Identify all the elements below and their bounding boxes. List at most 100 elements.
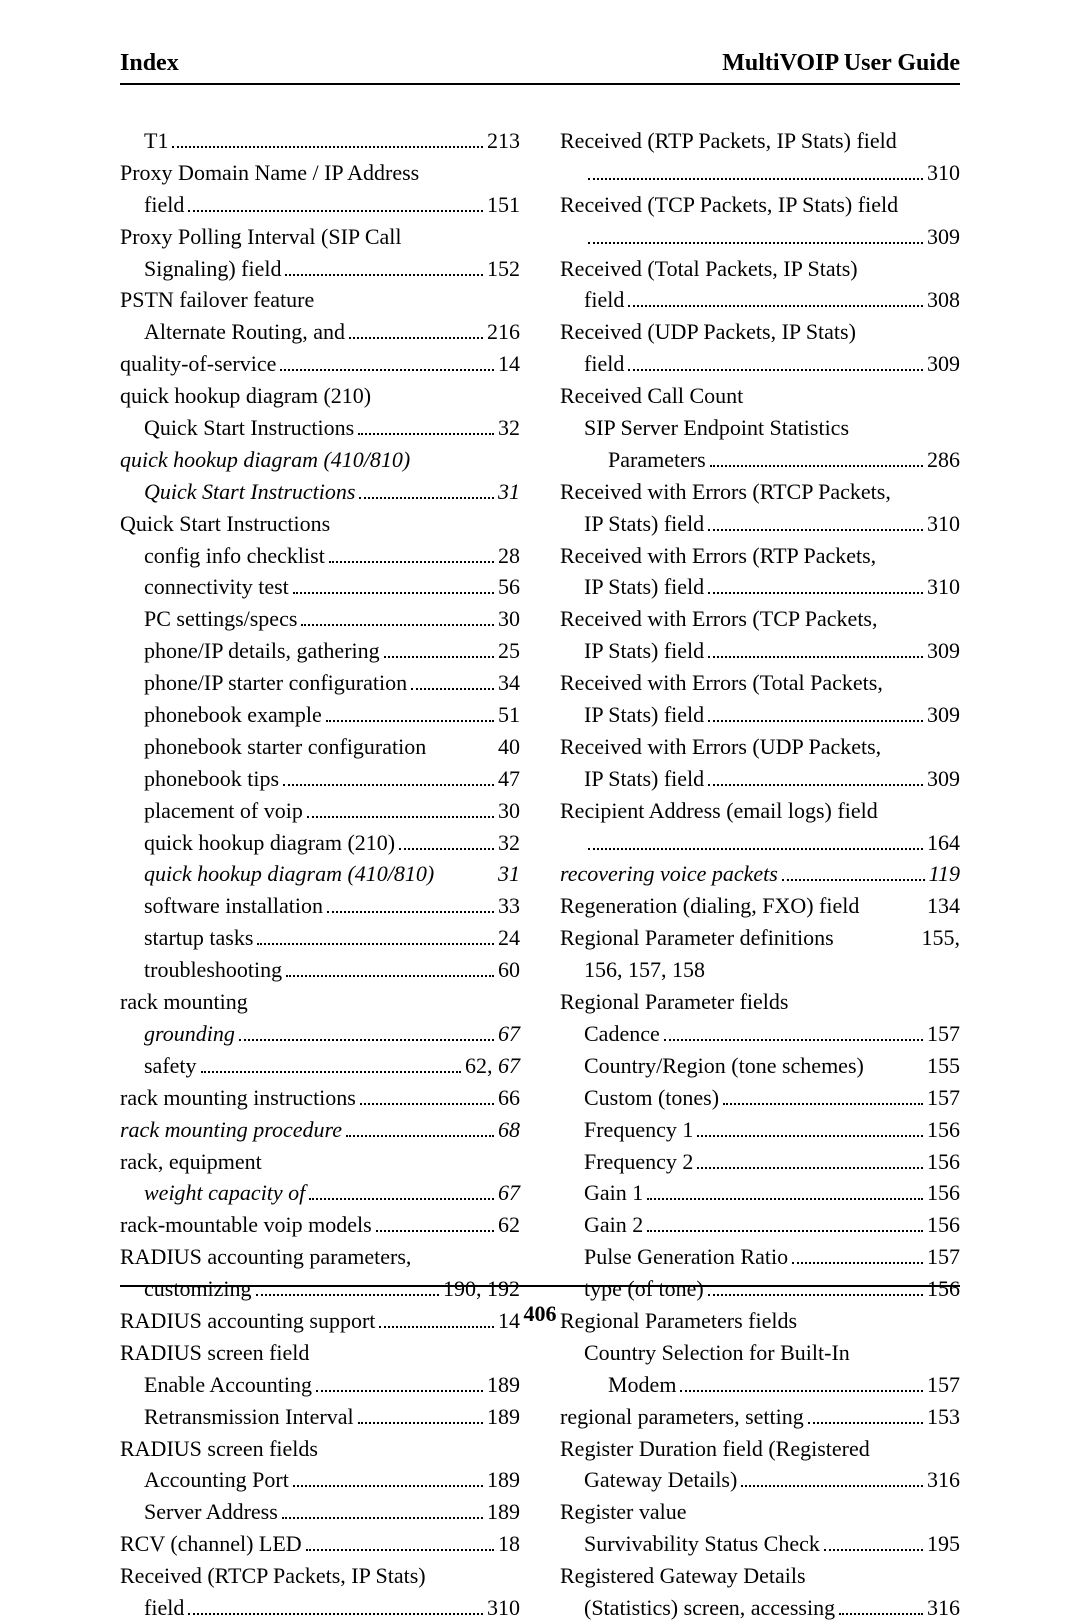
header-left: Index <box>120 50 179 77</box>
index-entry: Modem157 <box>560 1369 960 1401</box>
index-entry: software installation 33 <box>120 890 520 922</box>
entry-label: field <box>584 348 624 380</box>
index-entry: phone/IP details, gathering25 <box>120 635 520 667</box>
index-entry: Pulse Generation Ratio157 <box>560 1241 960 1273</box>
index-entry: Proxy Polling Interval (SIP Call <box>120 221 520 253</box>
entry-page: 25 <box>498 635 520 667</box>
index-entry: Custom (tones)157 <box>560 1082 960 1114</box>
page-header: Index MultiVOIP User Guide <box>120 50 960 85</box>
entry-label: (Statistics) screen, accessing <box>584 1592 835 1624</box>
entry-page: 119 <box>929 858 960 890</box>
entry-label: Survivability Status Check <box>584 1528 820 1560</box>
entry-page: 155, <box>922 922 961 954</box>
entry-page: 309 <box>927 699 960 731</box>
entry-page: 153 <box>927 1401 960 1433</box>
leader-dots <box>346 1135 494 1137</box>
entry-page: 157 <box>927 1082 960 1114</box>
leader-dots <box>588 178 923 180</box>
index-entry: Signaling) field 152 <box>120 253 520 285</box>
entry-label: quality-of-service <box>120 348 276 380</box>
index-entry: PC settings/specs30 <box>120 603 520 635</box>
leader-dots <box>697 1167 923 1169</box>
entry-page: 28 <box>498 540 520 572</box>
right-column: Received (RTP Packets, IP Stats) field31… <box>560 125 960 1624</box>
entry-label: grounding <box>144 1018 235 1050</box>
index-entry: Survivability Status Check 195 <box>560 1528 960 1560</box>
leader-dots <box>360 1103 494 1105</box>
entry-page: 309 <box>927 348 960 380</box>
index-entry: RCV (channel) LED 18 <box>120 1528 520 1560</box>
leader-dots <box>741 1485 923 1487</box>
leader-dots <box>411 688 494 690</box>
leader-dots <box>697 1135 923 1137</box>
index-entry: placement of voip30 <box>120 795 520 827</box>
index-entry: rack mounting <box>120 986 520 1018</box>
entry-label: software installation <box>144 890 323 922</box>
entry-label: quick hookup diagram (410/810) <box>144 858 434 890</box>
entry-page: 309 <box>927 763 960 795</box>
entry-page: 40 <box>498 731 520 763</box>
index-entry: field151 <box>120 189 520 221</box>
index-entry: IP Stats) field 309 <box>560 699 960 731</box>
entry-page: 33 <box>498 890 520 922</box>
entry-page: 316 <box>927 1592 960 1624</box>
index-entry: Parameters286 <box>560 444 960 476</box>
index-entry: Received (RTCP Packets, IP Stats) <box>120 1560 520 1592</box>
index-entry: Regional Parameter fields <box>560 986 960 1018</box>
index-entry: Proxy Domain Name / IP Address <box>120 157 520 189</box>
index-entry: IP Stats) field310 <box>560 571 960 603</box>
index-entry: Recipient Address (email logs) field <box>560 795 960 827</box>
leader-dots <box>376 1230 494 1232</box>
index-entry: phonebook example51 <box>120 699 520 731</box>
index-entry: Quick Start Instructions32 <box>120 412 520 444</box>
entry-label: phonebook example <box>144 699 322 731</box>
entry-page: 195 <box>927 1528 960 1560</box>
entry-label: IP Stats) field <box>584 699 704 731</box>
index-entry: safety62, 67 <box>120 1050 520 1082</box>
index-entry: Register value <box>560 1496 960 1528</box>
index-entry: T1213 <box>120 125 520 157</box>
leader-dots <box>359 497 494 499</box>
entry-label: phone/IP starter configuration <box>144 667 407 699</box>
index-entry: IP Stats) field309 <box>560 635 960 667</box>
index-entry: Received with Errors (Total Packets, <box>560 667 960 699</box>
index-entry: regional parameters, setting153 <box>560 1401 960 1433</box>
index-entry: phonebook tips47 <box>120 763 520 795</box>
entry-page: 56 <box>498 571 520 603</box>
leader-dots <box>628 305 923 307</box>
entry-page: 152 <box>487 253 520 285</box>
entry-page: 14 <box>498 348 520 380</box>
index-entry: Received with Errors (UDP Packets, <box>560 731 960 763</box>
index-entry: phonebook starter configuration 40 <box>120 731 520 763</box>
leader-dots <box>824 1549 923 1551</box>
entry-label: Server Address <box>144 1496 278 1528</box>
index-entry: Received with Errors (TCP Packets, <box>560 603 960 635</box>
entry-label: phonebook starter configuration <box>144 731 426 763</box>
leader-dots <box>647 1198 923 1200</box>
index-entry: Gain 1156 <box>560 1177 960 1209</box>
index-entry: 310 <box>560 157 960 189</box>
leader-dots <box>708 592 923 594</box>
leader-dots <box>172 146 483 148</box>
entry-page: 156 <box>927 1114 960 1146</box>
entry-page: 156 <box>927 1146 960 1178</box>
index-entry: Gain 2156 <box>560 1209 960 1241</box>
entry-label: Signaling) field <box>144 253 281 285</box>
entry-label: Enable Accounting <box>144 1369 312 1401</box>
entry-label: PC settings/specs <box>144 603 297 635</box>
entry-label: quick hookup diagram (210) <box>144 827 395 859</box>
entry-label: Gain 1 <box>584 1177 643 1209</box>
leader-dots <box>839 1613 923 1615</box>
entry-page: 216 <box>487 316 520 348</box>
entry-page: 157 <box>927 1018 960 1050</box>
left-column: T1213Proxy Domain Name / IP Addressfield… <box>120 125 520 1624</box>
index-entry: Quick Start Instructions31 <box>120 476 520 508</box>
index-entry: weight capacity of67 <box>120 1177 520 1209</box>
entry-page: 31 <box>498 476 520 508</box>
entry-label: placement of voip <box>144 795 303 827</box>
entry-page: 60 <box>498 954 520 986</box>
index-entry: RADIUS accounting parameters, <box>120 1241 520 1273</box>
entry-page: 18 <box>498 1528 520 1560</box>
entry-label: RCV (channel) LED <box>120 1528 302 1560</box>
index-entry: Accounting Port189 <box>120 1464 520 1496</box>
